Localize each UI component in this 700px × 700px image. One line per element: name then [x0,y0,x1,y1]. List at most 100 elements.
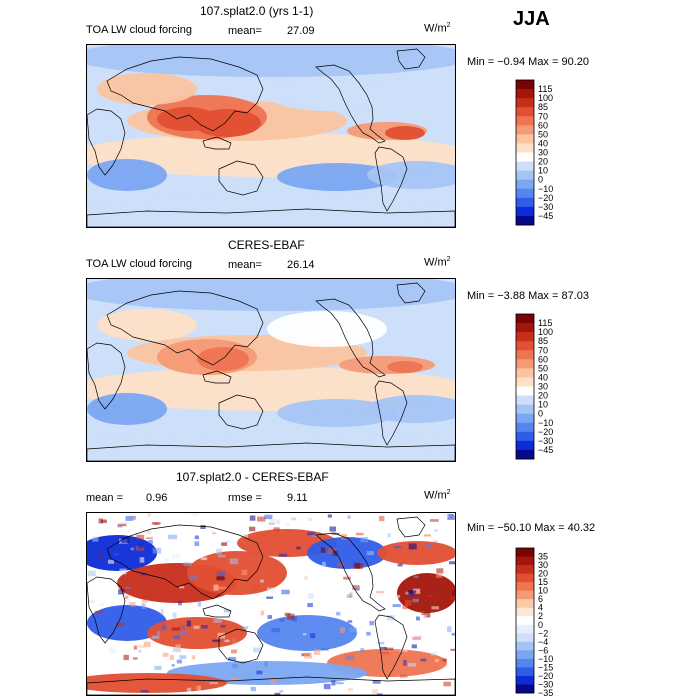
panel1-title: 107.splat2.0 (yrs 1-1) [200,4,314,18]
panel3-colorbar-swatch [516,624,534,634]
panel2-colorbar-swatch [516,368,534,378]
panel2-colorbar-swatch [516,386,534,396]
panel3-colorbar-tick-label: −4 [538,637,548,647]
panel3-colorbar-tick-label: 15 [538,577,548,587]
panel3-colorbar-swatch [516,616,534,626]
panel2-variable: TOA LW cloud forcing [86,258,192,270]
panel2-title: CERES-EBAF [228,238,305,252]
panel2-colorbar-swatch [516,377,534,387]
panel2-colorbar-swatch [516,413,534,424]
panel2-colorbar-tick-label: 70 [538,345,548,355]
panel2-colorbar-swatch [516,350,534,360]
panel2-colorbar-tick-label: 115 [538,318,552,328]
panel2-colorbar-tick-label: 50 [538,363,548,373]
panel3-colorbar-swatch [516,590,534,600]
panel3-colorbar-tick-label: −15 [538,662,553,672]
panel1-colorbar-swatch [516,152,534,162]
panel3-rmse-value: 9.11 [287,492,308,504]
panel1-colorbar-swatch [516,188,534,199]
panel2-colorbar-tick-label: −10 [538,418,553,428]
panel3-colorbar-tick-label: 10 [538,586,548,596]
panel2-colorbar-tick-label: 30 [538,382,548,392]
panel1-colorbar-tick-label: 20 [538,157,548,167]
panel3-colorbar-tick-label: −2 [538,628,548,638]
panel1-colorbar-swatch [516,98,534,108]
panel1-units: W/m2 [424,22,451,35]
panel1-colorbar-tick-label: 70 [538,111,548,121]
panel2-colorbar-swatch [516,332,534,342]
panel1-colorbar-tick-label: 10 [538,166,548,176]
panel3-colorbar-tick-label: −35 [538,688,553,698]
panel2-min-max: Min = −3.88 Max = 87.03 [467,290,589,302]
panel1-colorbar-swatch [516,179,534,190]
panel3-colorbar-tick-label: 20 [538,569,548,579]
panel3-colorbar-swatch [516,599,534,609]
panel2-colorbar-tick-label: −20 [538,427,553,437]
panel3-colorbar-swatch [516,650,534,660]
panel2-colorbar-swatch [516,440,534,451]
panel1-colorbar-tick-label: 40 [538,138,548,148]
panel1-colorbar-tick-label: 30 [538,148,548,158]
panel3-colorbar-swatch [516,573,534,583]
panel2-colorbar-swatch [516,431,534,442]
panel3-colorbar-swatch [516,556,534,566]
panel2-colorbar-swatch [516,449,534,460]
panel2-colorbar-tick-label: 0 [538,409,543,419]
panel1-colorbar-swatch [516,134,534,144]
panel3-colorbar-swatch [516,633,534,643]
panel1-colorbar-swatch [516,80,534,90]
panel3-colorbar-swatch [516,667,534,677]
panel3-colorbar-tick-label: 6 [538,594,543,604]
panel3-colorbar-tick-label: 2 [538,611,543,621]
panel2-colorbar-swatch [516,359,534,369]
panel1-colorbar-tick-label: 115 [538,84,552,94]
panel3-colorbar-tick-label: 4 [538,603,543,613]
panel3-title: 107.splat2.0 - CERES-EBAF [176,470,329,484]
panel2-colorbar-swatch [516,422,534,433]
panel3-rmse-label: rmse = [228,492,262,504]
panel3-colorbar-swatch [516,684,534,694]
panel3-colorbar-tick-label: 35 [538,552,548,562]
panel3-colorbar-tick-label: 0 [538,620,543,630]
panel1-colorbar-tick-label: 50 [538,129,548,139]
panel3-map [86,512,456,696]
panel3-units: W/m2 [424,489,451,502]
panel2-colorbar-tick-label: 10 [538,400,548,410]
panel1-colorbar-swatch [516,143,534,153]
panel3-colorbar-tick-label: −20 [538,671,553,681]
panel1-map [86,44,456,228]
panel3-colorbar-swatch [516,548,534,557]
panel2-colorbar-swatch [516,395,534,406]
panel2-colorbar-swatch [516,314,534,324]
panel2-colorbar-swatch [516,323,534,333]
panel2-colorbar-tick-label: 40 [538,372,548,382]
panel1-colorbar-tick-label: −30 [538,202,553,212]
panel1-colorbar-swatch [516,170,534,181]
panel1-colorbar-tick-label: 100 [538,93,553,103]
panel1-colorbar-tick-label: 85 [538,102,548,112]
panel3-colorbar-swatch [516,641,534,651]
panel3-colorbar-tick-label: −30 [538,680,553,690]
panel1-colorbar-tick-label: 0 [538,175,543,185]
panel3-colorbar-swatch [516,582,534,592]
season-label: JJA [513,8,550,30]
panel1-mean-label: mean= [228,25,262,37]
panel2-colorbar-tick-label: 20 [538,391,548,401]
panel1-colorbar-swatch [516,215,534,226]
panel3-colorbar-swatch [516,607,534,617]
panel2-mean-label: mean= [228,259,262,271]
panel1-colorbar-swatch [516,107,534,117]
panel2-mean-value: 26.14 [287,259,315,271]
panel2-colorbar-swatch [516,341,534,351]
panel1-variable: TOA LW cloud forcing [86,24,192,36]
panel2-colorbar-tick-label: −45 [538,445,553,455]
panel3-colorbar-swatch [516,565,534,574]
panel2-colorbar-tick-label: 60 [538,354,548,364]
panel3-colorbar-tick-label: −10 [538,654,553,664]
panel1-mean-value: 27.09 [287,25,315,37]
panel1-colorbar-swatch [516,125,534,135]
panel1-colorbar-tick-label: 60 [538,120,548,130]
